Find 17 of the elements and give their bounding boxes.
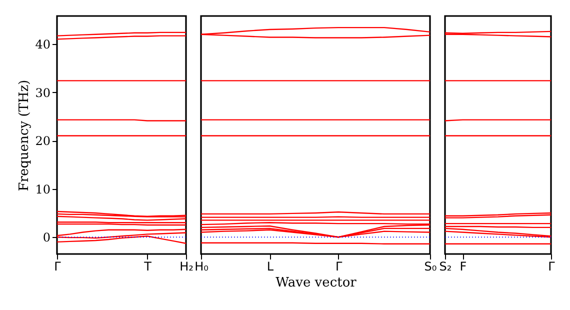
x-tick-label: T xyxy=(143,260,152,274)
x-tick-label: Γ xyxy=(548,260,556,274)
x-tick-label: H₀ xyxy=(194,260,209,274)
y-axis-title: Frequency (THz) xyxy=(17,80,32,192)
x-tick-label: Γ xyxy=(54,260,62,274)
x-axis-title: Wave vector xyxy=(276,276,358,290)
y-tick-label: 20 xyxy=(35,134,50,148)
x-tick-label: Γ xyxy=(336,260,343,274)
x-tick-label: S₀ xyxy=(424,260,437,274)
y-tick-label: 10 xyxy=(35,182,50,196)
x-tick-label: S₂ xyxy=(439,260,452,274)
y-tick-label: 30 xyxy=(35,86,50,100)
y-tick-label: 40 xyxy=(35,38,50,52)
x-tick-label: L xyxy=(266,260,274,274)
y-tick-label: 0 xyxy=(42,230,50,245)
x-tick-label: H₂ xyxy=(180,260,194,274)
x-tick-label: F xyxy=(460,260,467,274)
